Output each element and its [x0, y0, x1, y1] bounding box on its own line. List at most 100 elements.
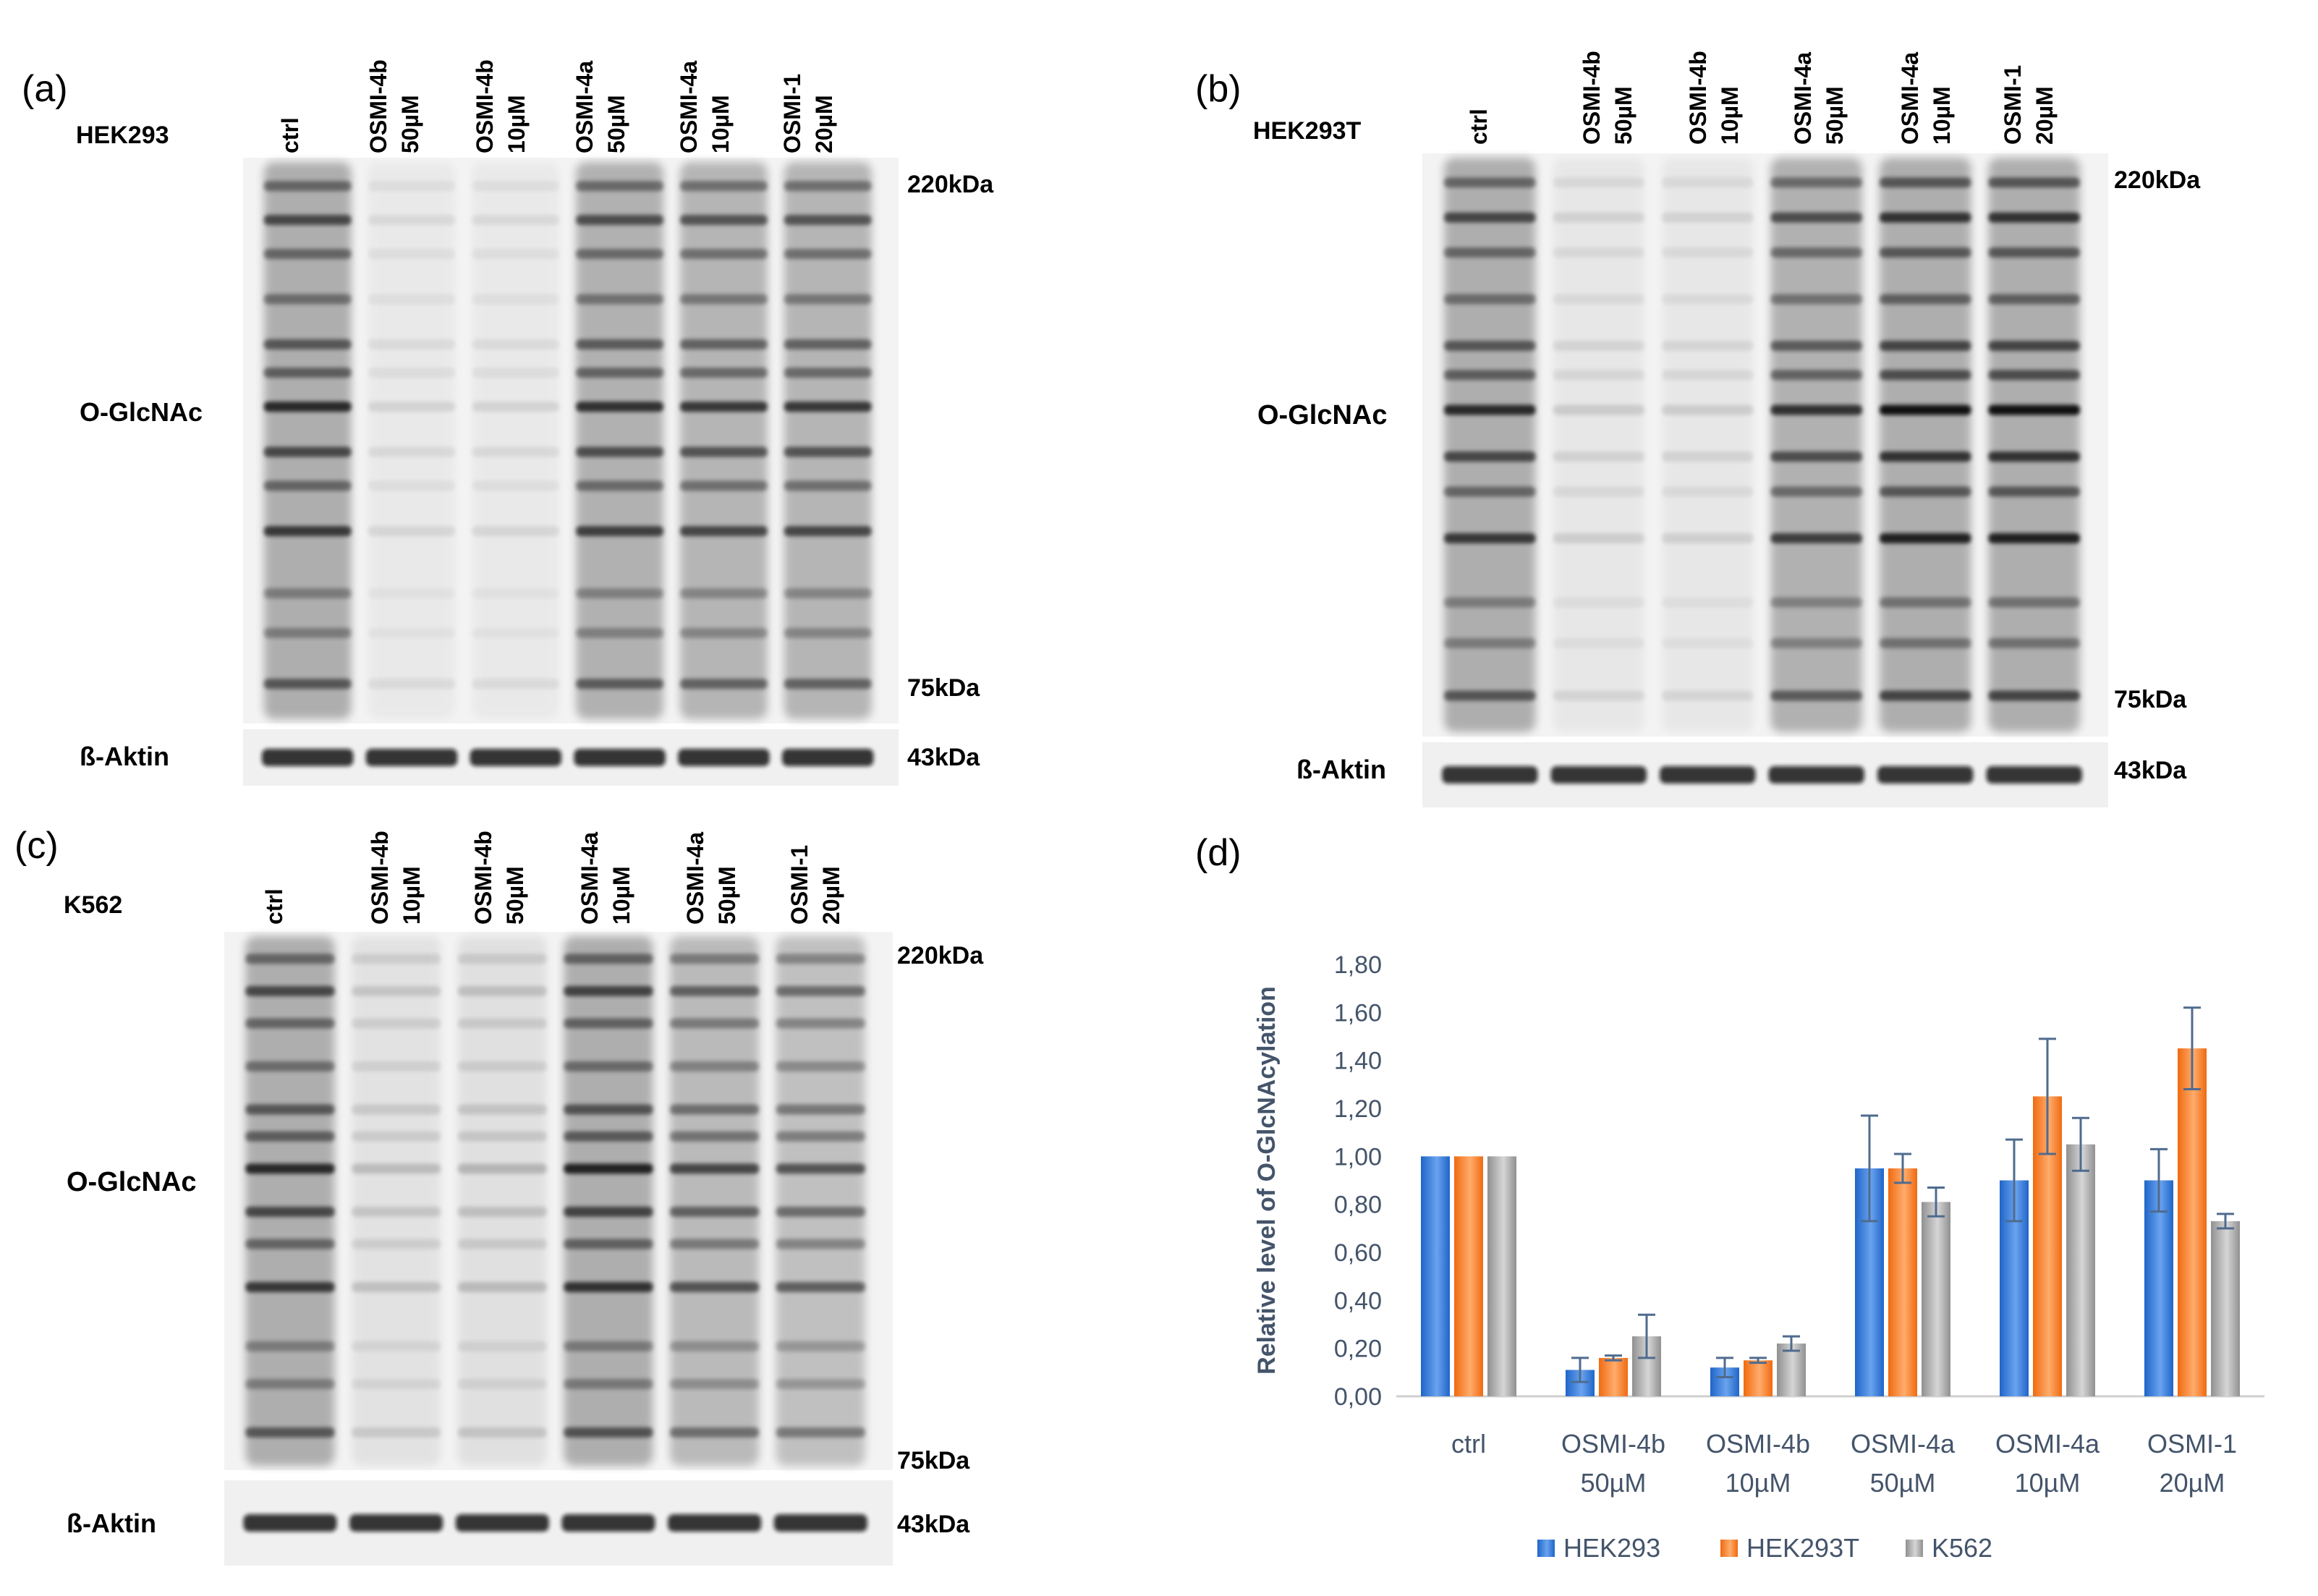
actin-band	[1550, 766, 1647, 784]
x-tick-label: OSMI-4b	[1706, 1429, 1810, 1459]
lane-header: OSMI-4a	[1790, 52, 1816, 145]
panel-a-actin-bands	[261, 749, 874, 766]
panel-c-cell-line: K562	[64, 891, 122, 919]
bar	[2066, 1144, 2095, 1396]
lane-header: OSMI-4b	[1579, 51, 1605, 145]
panel-a-cell-line: HEK293	[76, 122, 169, 149]
lane-header: 50µM	[502, 866, 528, 925]
actin-band	[470, 749, 562, 766]
error-bar	[1605, 1354, 1622, 1362]
legend-label: K562	[1932, 1533, 1992, 1563]
lane-header: OSMI-1	[2000, 65, 2026, 145]
panel-a-marker-bottom: 75kDa	[907, 674, 980, 702]
lane-header: 50µM	[1610, 86, 1636, 145]
blot-lane	[1988, 158, 2080, 732]
bar	[1888, 1168, 1917, 1396]
lane-header: 10µM	[1929, 86, 1955, 145]
legend-entry: HEK293	[1537, 1533, 1660, 1563]
lane-header: OSMI-4b	[472, 59, 498, 153]
legend-swatch	[1537, 1540, 1555, 1557]
bar	[2178, 1048, 2207, 1396]
x-tick-label: 50µM	[1581, 1468, 1647, 1498]
panel-b-loading-label: ß-Aktin	[1296, 755, 1386, 784]
error-bar	[1894, 1153, 1911, 1184]
actin-band	[773, 1514, 867, 1532]
legend-entry: HEK293T	[1720, 1533, 1859, 1563]
actin-band	[574, 749, 666, 766]
bar	[1744, 1360, 1773, 1396]
panel-b-marker-loading: 43kDa	[2114, 757, 2187, 784]
y-tick-label: 1,80	[1334, 951, 1382, 979]
lane-header: OSMI-4a	[577, 832, 603, 925]
panel-c-lane-headers: ctrl OSMI-4b 10µM OSMI-4b 50µM OSMI-4a 1…	[261, 831, 844, 925]
lane-header: OSMI-1	[779, 74, 805, 153]
bar	[1421, 1156, 1450, 1396]
actin-band	[1660, 766, 1756, 784]
panel-b-marker-bottom: 75kDa	[2114, 686, 2187, 713]
actin-band	[781, 749, 874, 766]
x-tick-label: ctrl	[1451, 1429, 1486, 1459]
x-tick-label: OSMI-4b	[1561, 1429, 1665, 1459]
legend-swatch	[1720, 1540, 1738, 1557]
blot-lane	[776, 936, 865, 1466]
panel-b-label: (b)	[1195, 68, 1241, 110]
lane-header: 20µM	[818, 866, 844, 925]
panel-c-marker-loading: 43kDa	[897, 1511, 970, 1538]
lane-header: 20µM	[2032, 86, 2058, 145]
actin-band	[668, 1514, 762, 1532]
panel-a: (a) HEK293 ctrl OSMI-4b 50µM OSMI-4b 10µ…	[22, 59, 994, 786]
blot-lane	[457, 936, 547, 1466]
lane-header: 50µM	[603, 95, 629, 153]
lane-header: OSMI-4a	[676, 61, 702, 153]
actin-band	[561, 1514, 655, 1532]
lane-header: 20µM	[811, 95, 837, 153]
actin-band	[1768, 766, 1864, 784]
lane-header: 50µM	[397, 95, 423, 153]
error-bar	[2183, 1006, 2201, 1090]
x-tick-label: 50µM	[1870, 1468, 1936, 1498]
bar	[1777, 1344, 1806, 1396]
error-bar	[2150, 1147, 2168, 1213]
y-tick-label: 1,60	[1334, 999, 1382, 1027]
bar	[1599, 1357, 1628, 1396]
panel-a-loading-label: ß-Aktin	[80, 742, 169, 771]
error-bar	[2039, 1037, 2056, 1155]
lane-header: 10µM	[399, 866, 425, 925]
panel-a-lane-headers: ctrl OSMI-4b 50µM OSMI-4b 10µM OSMI-4a 5…	[277, 59, 837, 153]
panel-c-label: (c)	[14, 825, 59, 867]
lane-header: OSMI-4b	[367, 831, 393, 925]
panel-b-marker-top: 220kDa	[2114, 166, 2201, 194]
actin-band	[261, 749, 354, 766]
lane-header: 50µM	[1822, 86, 1848, 145]
legend-label: HEK293	[1563, 1533, 1660, 1563]
panel-d: (d) 0,00 0,20 0,40 0,60 0,80 1,00 1,20 1,40 1,60…	[1195, 832, 2264, 1563]
error-bar	[2072, 1116, 2089, 1172]
lane-header: 10µM	[708, 95, 734, 153]
lane-header: OSMI-4b	[1685, 51, 1711, 145]
blot-lane	[352, 936, 441, 1466]
blot-lane	[1444, 158, 1536, 732]
y-tick-label: 0,00	[1334, 1383, 1382, 1411]
panel-d-label: (d)	[1195, 832, 1241, 874]
y-tick-label: 1,20	[1334, 1095, 1382, 1123]
y-tick-label: 0,60	[1334, 1239, 1382, 1267]
panel-b-cell-line: HEK293T	[1253, 117, 1362, 145]
blot-lane	[472, 181, 560, 689]
error-bar	[1749, 1357, 1767, 1364]
legend-label: HEK293T	[1746, 1533, 1859, 1563]
y-tick-label: 0,40	[1334, 1287, 1382, 1315]
blot-lane	[680, 162, 768, 719]
bar	[2211, 1221, 2240, 1396]
panel-b-lane-headers: ctrl OSMI-4b 50µM OSMI-4b 10µM OSMI-4a 5…	[1466, 51, 2058, 145]
actin-band	[365, 749, 458, 766]
error-bar	[1783, 1335, 1800, 1352]
lane-header: OSMI-4a	[682, 832, 708, 925]
bar	[1487, 1156, 1516, 1396]
panel-b-actin-bands	[1442, 766, 2082, 784]
lane-header: 10µM	[1717, 86, 1743, 145]
panel-c-marker-top: 220kDa	[897, 942, 984, 969]
blot-lane	[1770, 158, 1862, 732]
panel-a-band-label: O-GlcNAc	[80, 397, 203, 427]
lane-header: OSMI-1	[786, 845, 812, 925]
error-bar	[1716, 1357, 1733, 1378]
